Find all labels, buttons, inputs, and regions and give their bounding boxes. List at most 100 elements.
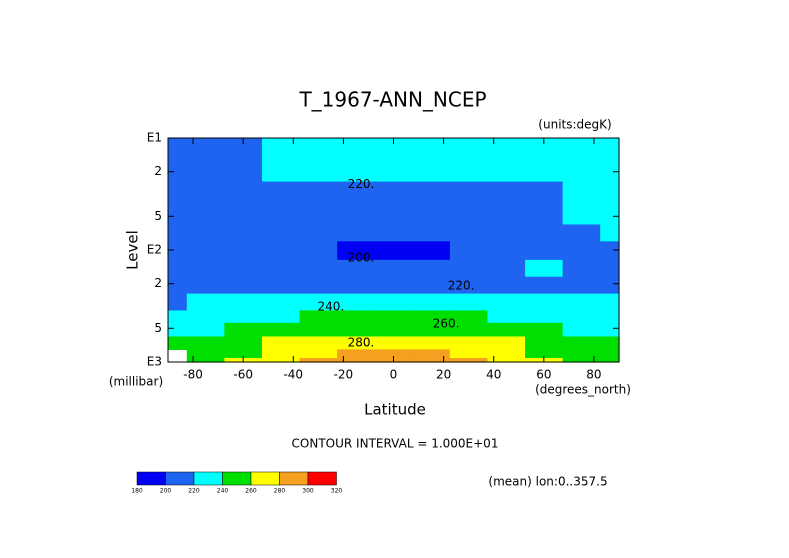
x-axis-label: Latitude (364, 401, 426, 419)
contour-cell (525, 154, 564, 183)
colorbar-label: 200 (160, 488, 172, 495)
contour-cell (562, 138, 601, 156)
x-tick-label: 40 (486, 368, 501, 382)
contour-cell (337, 224, 376, 242)
contour-cell (186, 224, 225, 242)
contour-cell (261, 259, 301, 278)
contour-cell (299, 181, 338, 205)
contour-cell (374, 276, 413, 295)
contour-cell (412, 181, 451, 205)
contour-cell (261, 276, 301, 295)
contour-cell (449, 203, 489, 226)
contour-cell (600, 241, 620, 261)
y-units: (millibar) (109, 375, 163, 389)
contour-cell (412, 224, 451, 242)
contour-cell (337, 349, 376, 359)
contour-cell (224, 224, 263, 242)
contour-cell (224, 310, 263, 324)
contour-cell (299, 224, 338, 242)
colorbar-label: 280 (274, 488, 286, 495)
contour-cell (600, 293, 620, 312)
contour-cell (337, 336, 376, 350)
contour-cell (412, 241, 451, 261)
contour-cell (337, 203, 376, 226)
y-tick-label: 2 (154, 164, 162, 178)
colorbar-swatch (250, 471, 280, 486)
colorbar-swatch (307, 471, 337, 486)
contour-cell (449, 181, 489, 205)
colorbar-swatch (165, 471, 195, 486)
contour-cell (224, 276, 263, 295)
contour-cell (412, 310, 451, 324)
contour-cell (487, 181, 526, 205)
contour-cell (337, 181, 376, 205)
x-tick-label: 0 (390, 368, 398, 382)
contour-label: 220. (348, 177, 375, 191)
contour-cell (600, 349, 620, 359)
contour-cell (261, 322, 301, 338)
contour-cell (449, 154, 489, 183)
contour-cell (449, 259, 489, 278)
contour-cell (337, 322, 376, 338)
contour-cell (487, 259, 526, 278)
contour-cell (374, 259, 413, 278)
contour-cell (600, 203, 620, 226)
contour-cell (261, 336, 301, 350)
colorbar-swatch (222, 471, 252, 486)
contour-cell (449, 322, 489, 338)
contour-cell (600, 358, 620, 363)
contour-cell (299, 349, 338, 359)
contour-cell (261, 293, 301, 312)
contour-cell (600, 310, 620, 324)
interval-note: CONTOUR INTERVAL = 1.000E+01 (292, 437, 499, 451)
contour-cell (525, 310, 564, 324)
contour-cell (186, 293, 225, 312)
contour-cell (224, 336, 263, 350)
units: (units:degK) (538, 118, 611, 132)
x-tick-label: -20 (334, 368, 354, 382)
contour-cell (412, 276, 451, 295)
contour-cell (487, 322, 526, 338)
contour-cell (168, 181, 188, 205)
contour-label: 220. (448, 279, 475, 293)
contour-cell (186, 241, 225, 261)
contour-cell (374, 203, 413, 226)
x-tick-label: -80 (183, 368, 203, 382)
x-tick-label: 60 (536, 368, 551, 382)
colorbar-swatch (136, 471, 166, 486)
contour-cell (168, 138, 188, 156)
contour-cell (299, 138, 338, 156)
contour-cell (337, 154, 376, 183)
contour-cell (299, 276, 338, 295)
contour-cell (600, 138, 620, 156)
contour-cell (562, 154, 601, 183)
contour-cell (525, 259, 564, 278)
contour-cell (168, 276, 188, 295)
contour-cell (412, 358, 451, 363)
contour-cell (168, 310, 188, 324)
contour-cell (168, 336, 188, 350)
contour-cell (374, 224, 413, 242)
contour-cell (261, 154, 301, 183)
contour-cell (374, 293, 413, 312)
contour-cell (449, 310, 489, 324)
contour-cell (412, 322, 451, 338)
contour-cell (374, 181, 413, 205)
y-tick-label: E2 (147, 243, 162, 257)
contour-cell (525, 224, 564, 242)
contour-cell (525, 293, 564, 312)
contour-cell (337, 293, 376, 312)
contour-label: 260. (433, 316, 460, 330)
contour-cell (412, 203, 451, 226)
contour-cell (299, 336, 338, 350)
contour-cell (261, 349, 301, 359)
contour-cell (186, 276, 225, 295)
contour-cell (412, 138, 451, 156)
contour-cell (487, 349, 526, 359)
colorbar-label: 320 (331, 488, 343, 495)
contour-cell (186, 336, 225, 350)
contour-label: 240. (318, 300, 345, 314)
contour-cell (186, 154, 225, 183)
y-tick-label: 2 (154, 276, 162, 290)
contour-cell (186, 358, 225, 363)
